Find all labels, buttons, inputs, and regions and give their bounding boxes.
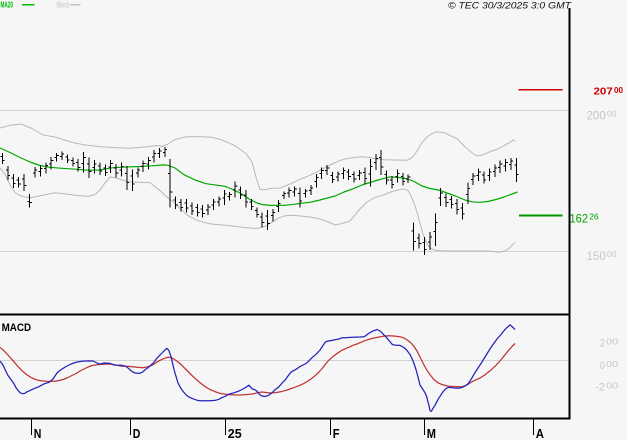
svg-text:200: 200 bbox=[600, 337, 619, 349]
svg-text:000: 000 bbox=[600, 360, 619, 372]
svg-text:20700: 20700 bbox=[594, 86, 624, 98]
svg-text:N: N bbox=[34, 427, 42, 440]
svg-text:20000: 20000 bbox=[587, 110, 618, 123]
svg-text:-200: -200 bbox=[595, 382, 619, 394]
svg-text:A: A bbox=[536, 427, 544, 440]
svg-text:F: F bbox=[333, 427, 340, 440]
svg-text:MACD: MACD bbox=[2, 322, 32, 334]
svg-text:MA20: MA20 bbox=[1, 0, 14, 9]
svg-text:BBands: BBands bbox=[57, 0, 70, 9]
svg-text:© TEC 30/3/2025 3:0 GMT: © TEC 30/3/2025 3:0 GMT bbox=[448, 1, 572, 12]
svg-text:25: 25 bbox=[228, 427, 242, 440]
svg-text:M: M bbox=[427, 427, 436, 440]
svg-text:16226: 16226 bbox=[570, 213, 600, 226]
svg-text:D: D bbox=[133, 427, 141, 440]
svg-text:15000: 15000 bbox=[587, 250, 618, 263]
